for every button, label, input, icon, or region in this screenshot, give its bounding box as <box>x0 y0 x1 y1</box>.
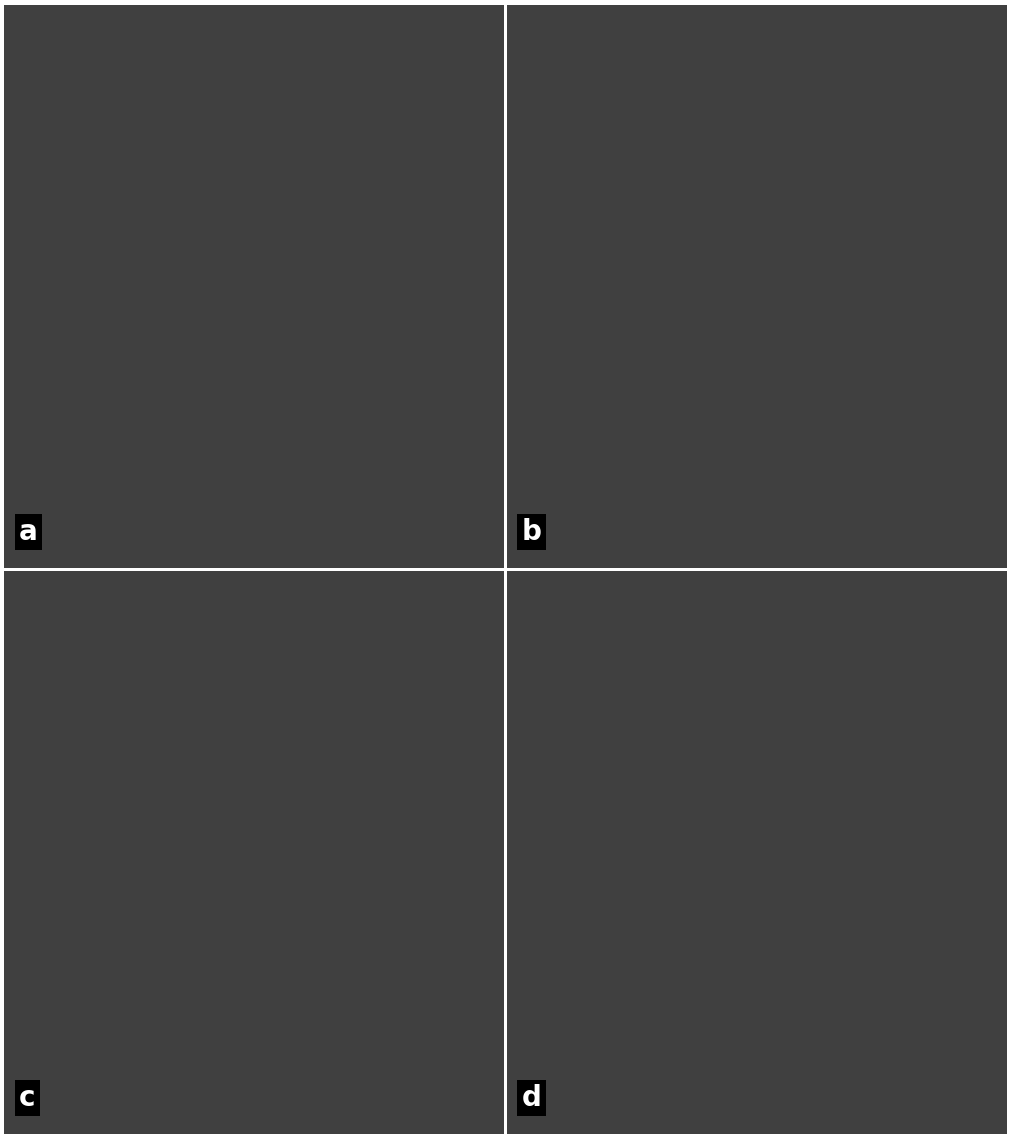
Text: a: a <box>19 518 37 546</box>
Text: d: d <box>522 1084 541 1112</box>
Text: b: b <box>522 518 541 546</box>
Text: c: c <box>19 1084 35 1112</box>
